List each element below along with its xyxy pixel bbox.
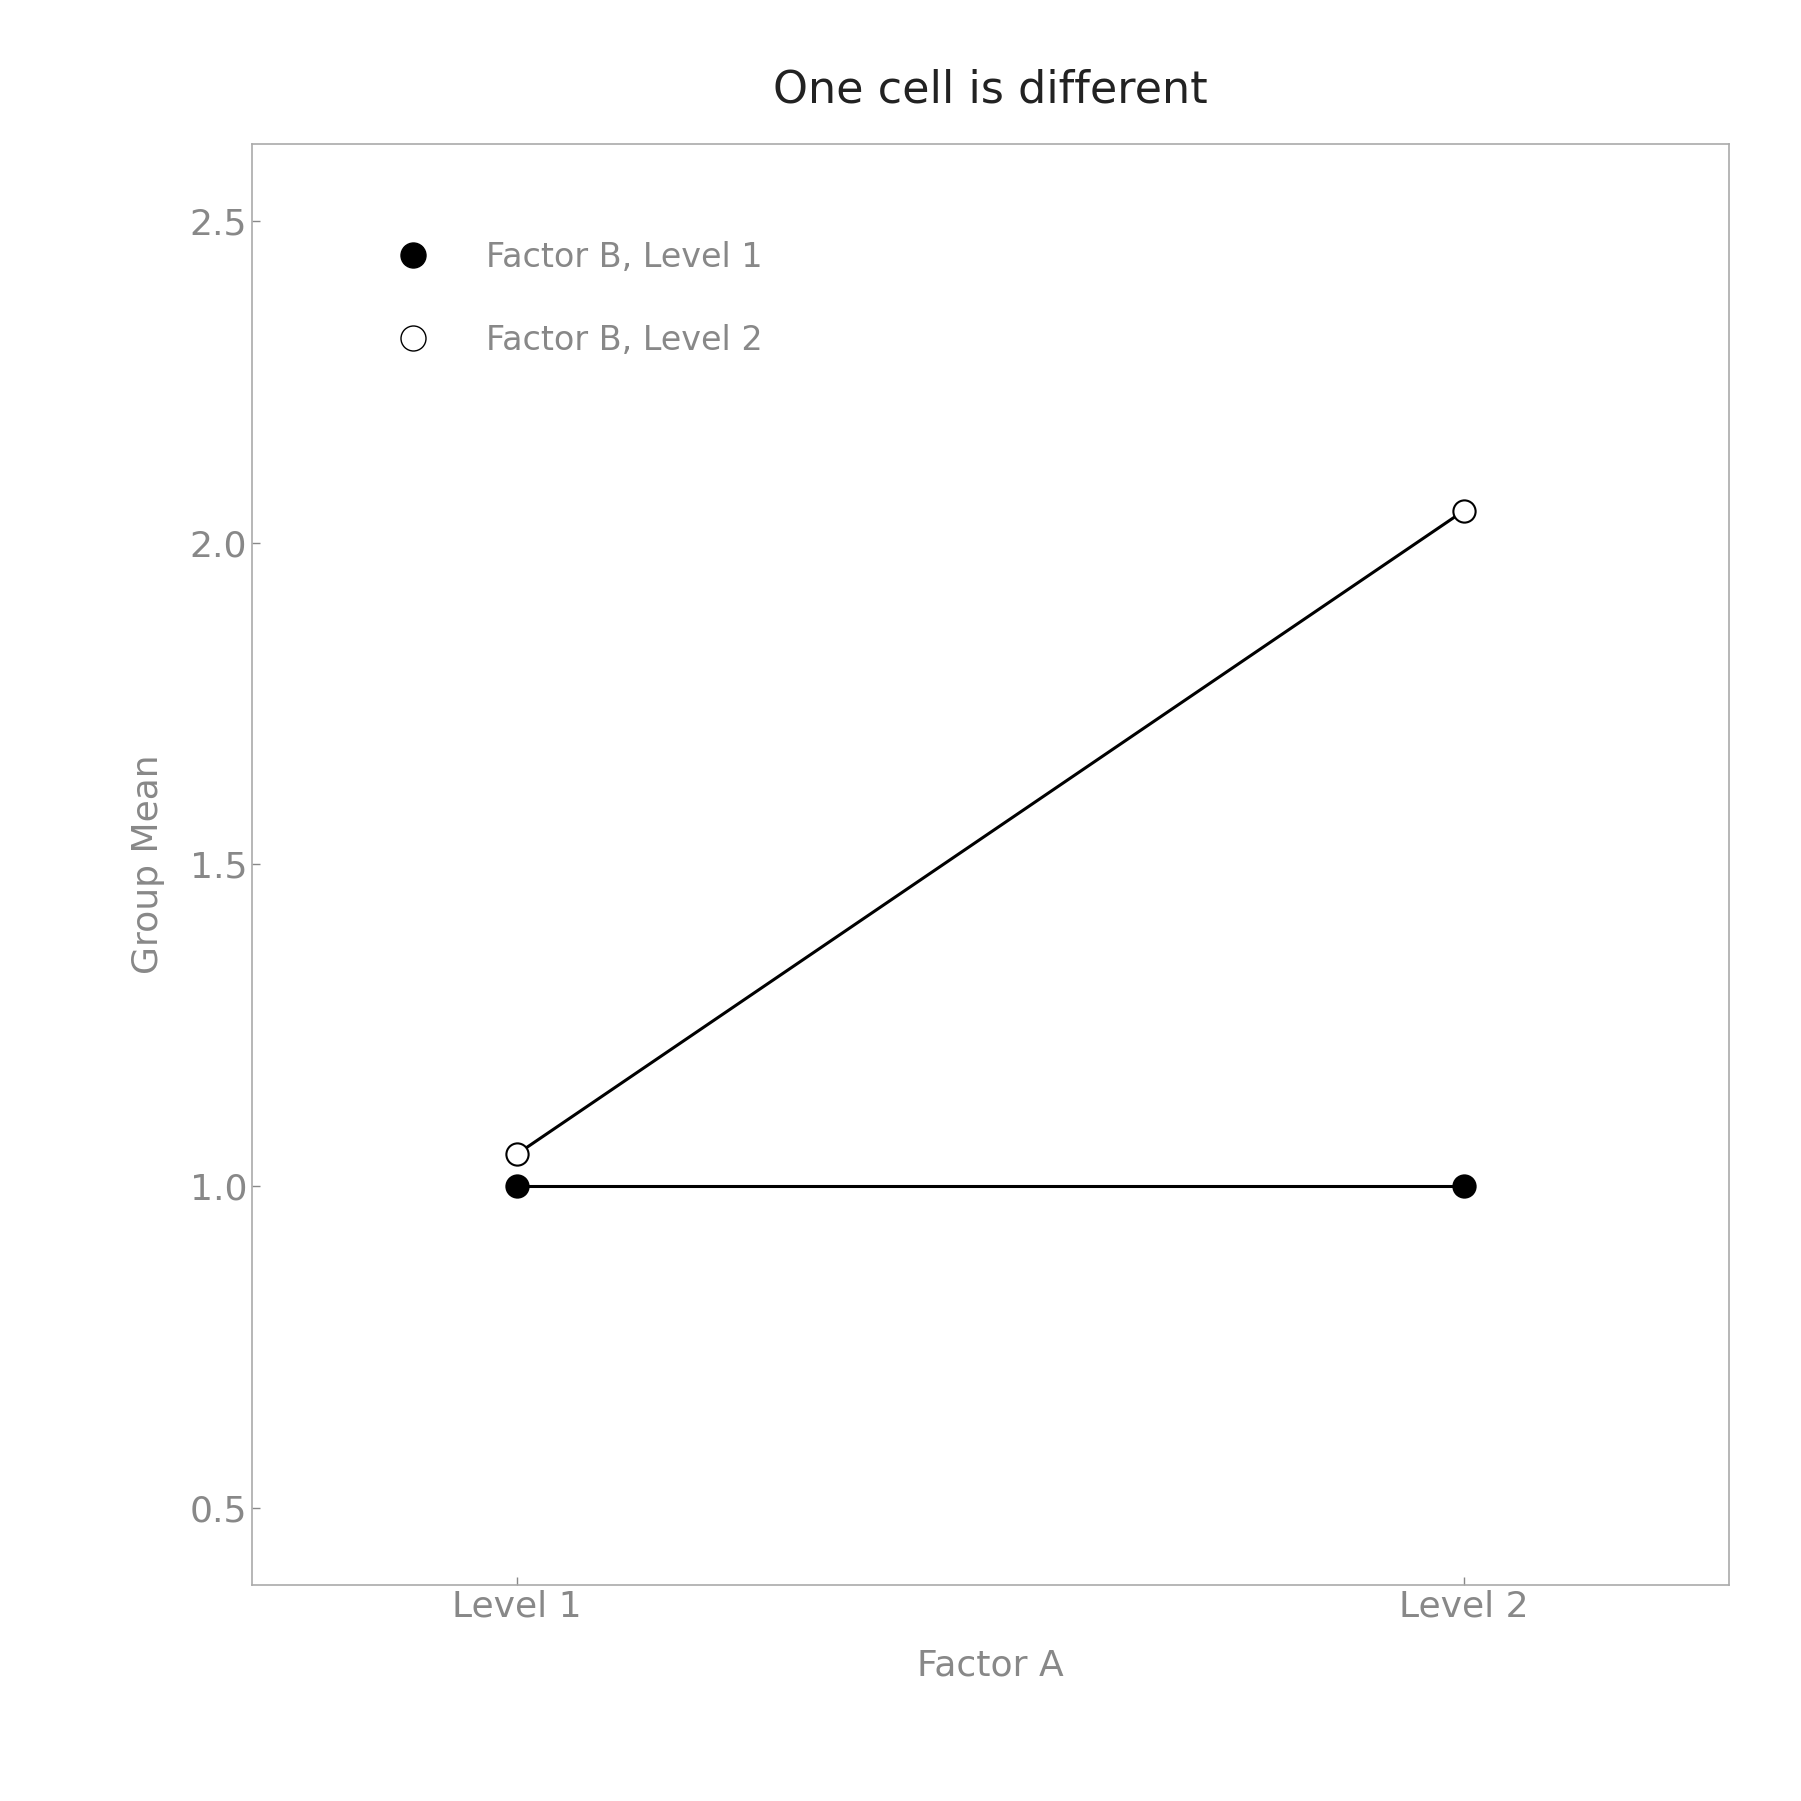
X-axis label: Factor A: Factor A	[917, 1648, 1064, 1682]
Title: One cell is different: One cell is different	[773, 68, 1208, 112]
Y-axis label: Group Mean: Group Mean	[131, 755, 164, 974]
Legend: Factor B, Level 1, Factor B, Level 2: Factor B, Level 1, Factor B, Level 2	[366, 227, 776, 369]
